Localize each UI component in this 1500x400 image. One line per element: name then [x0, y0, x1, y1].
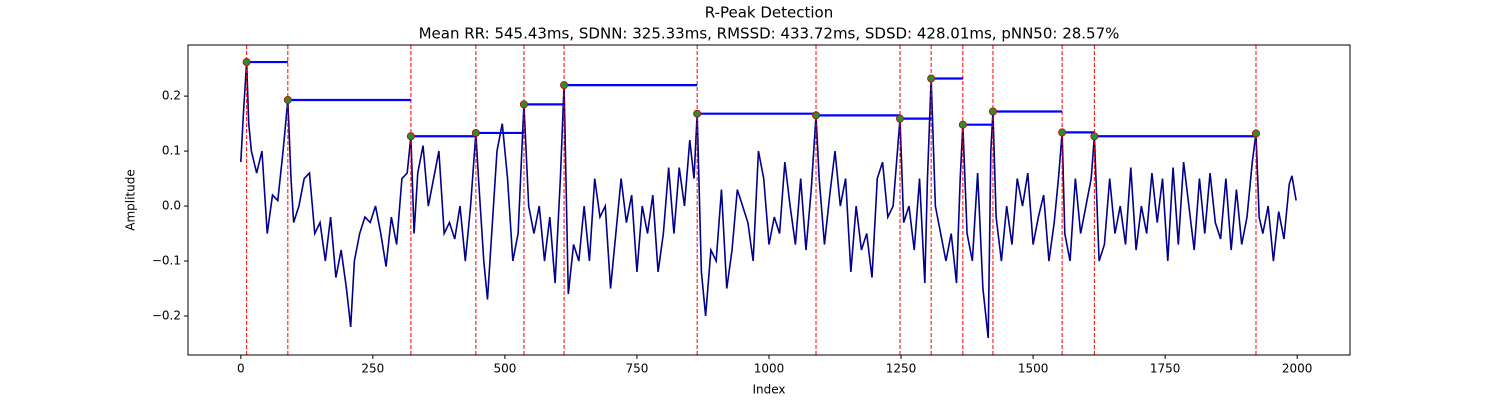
y-tick-label: 0.1	[162, 144, 181, 158]
x-axis-label: Index	[752, 383, 785, 397]
peak-marker	[519, 100, 528, 109]
x-tick-label: 1500	[1018, 362, 1049, 376]
peak-marker	[812, 111, 821, 120]
x-tick-label: 1750	[1150, 362, 1181, 376]
y-tick-label: 0.2	[162, 89, 181, 103]
x-tick-label: 2000	[1282, 362, 1313, 376]
x-tick-label: 0	[237, 362, 245, 376]
signal-line	[240, 61, 1297, 339]
y-tick-label: −0.1	[152, 254, 181, 268]
x-tick-label: 250	[361, 362, 384, 376]
x-tick-label: 500	[493, 362, 516, 376]
chart-title: R-Peak Detection	[705, 4, 833, 22]
peak-marker	[988, 107, 997, 116]
peak-marker	[406, 132, 415, 141]
x-tick-label: 1250	[886, 362, 917, 376]
x-tick-label: 1000	[754, 362, 785, 376]
peak-marker	[1058, 128, 1067, 137]
peak-marker	[1251, 129, 1260, 138]
y-axis-label: Amplitude	[124, 169, 138, 231]
x-tick-label: 750	[626, 362, 649, 376]
peak-marker	[958, 120, 967, 129]
peak-marker	[693, 109, 702, 118]
peak-marker	[283, 95, 292, 104]
peak-marker	[560, 81, 569, 90]
peak-marker	[895, 114, 904, 123]
peak-marker	[242, 58, 251, 67]
y-tick-label: 0.0	[162, 199, 181, 213]
peak-marker	[471, 128, 480, 137]
peak-marker	[927, 74, 936, 83]
peak-marker	[1090, 132, 1099, 141]
plot-frame	[187, 44, 1351, 356]
chart-subtitle: Mean RR: 545.43ms, SDNN: 325.33ms, RMSSD…	[419, 25, 1120, 43]
y-tick-label: −0.2	[152, 308, 181, 322]
